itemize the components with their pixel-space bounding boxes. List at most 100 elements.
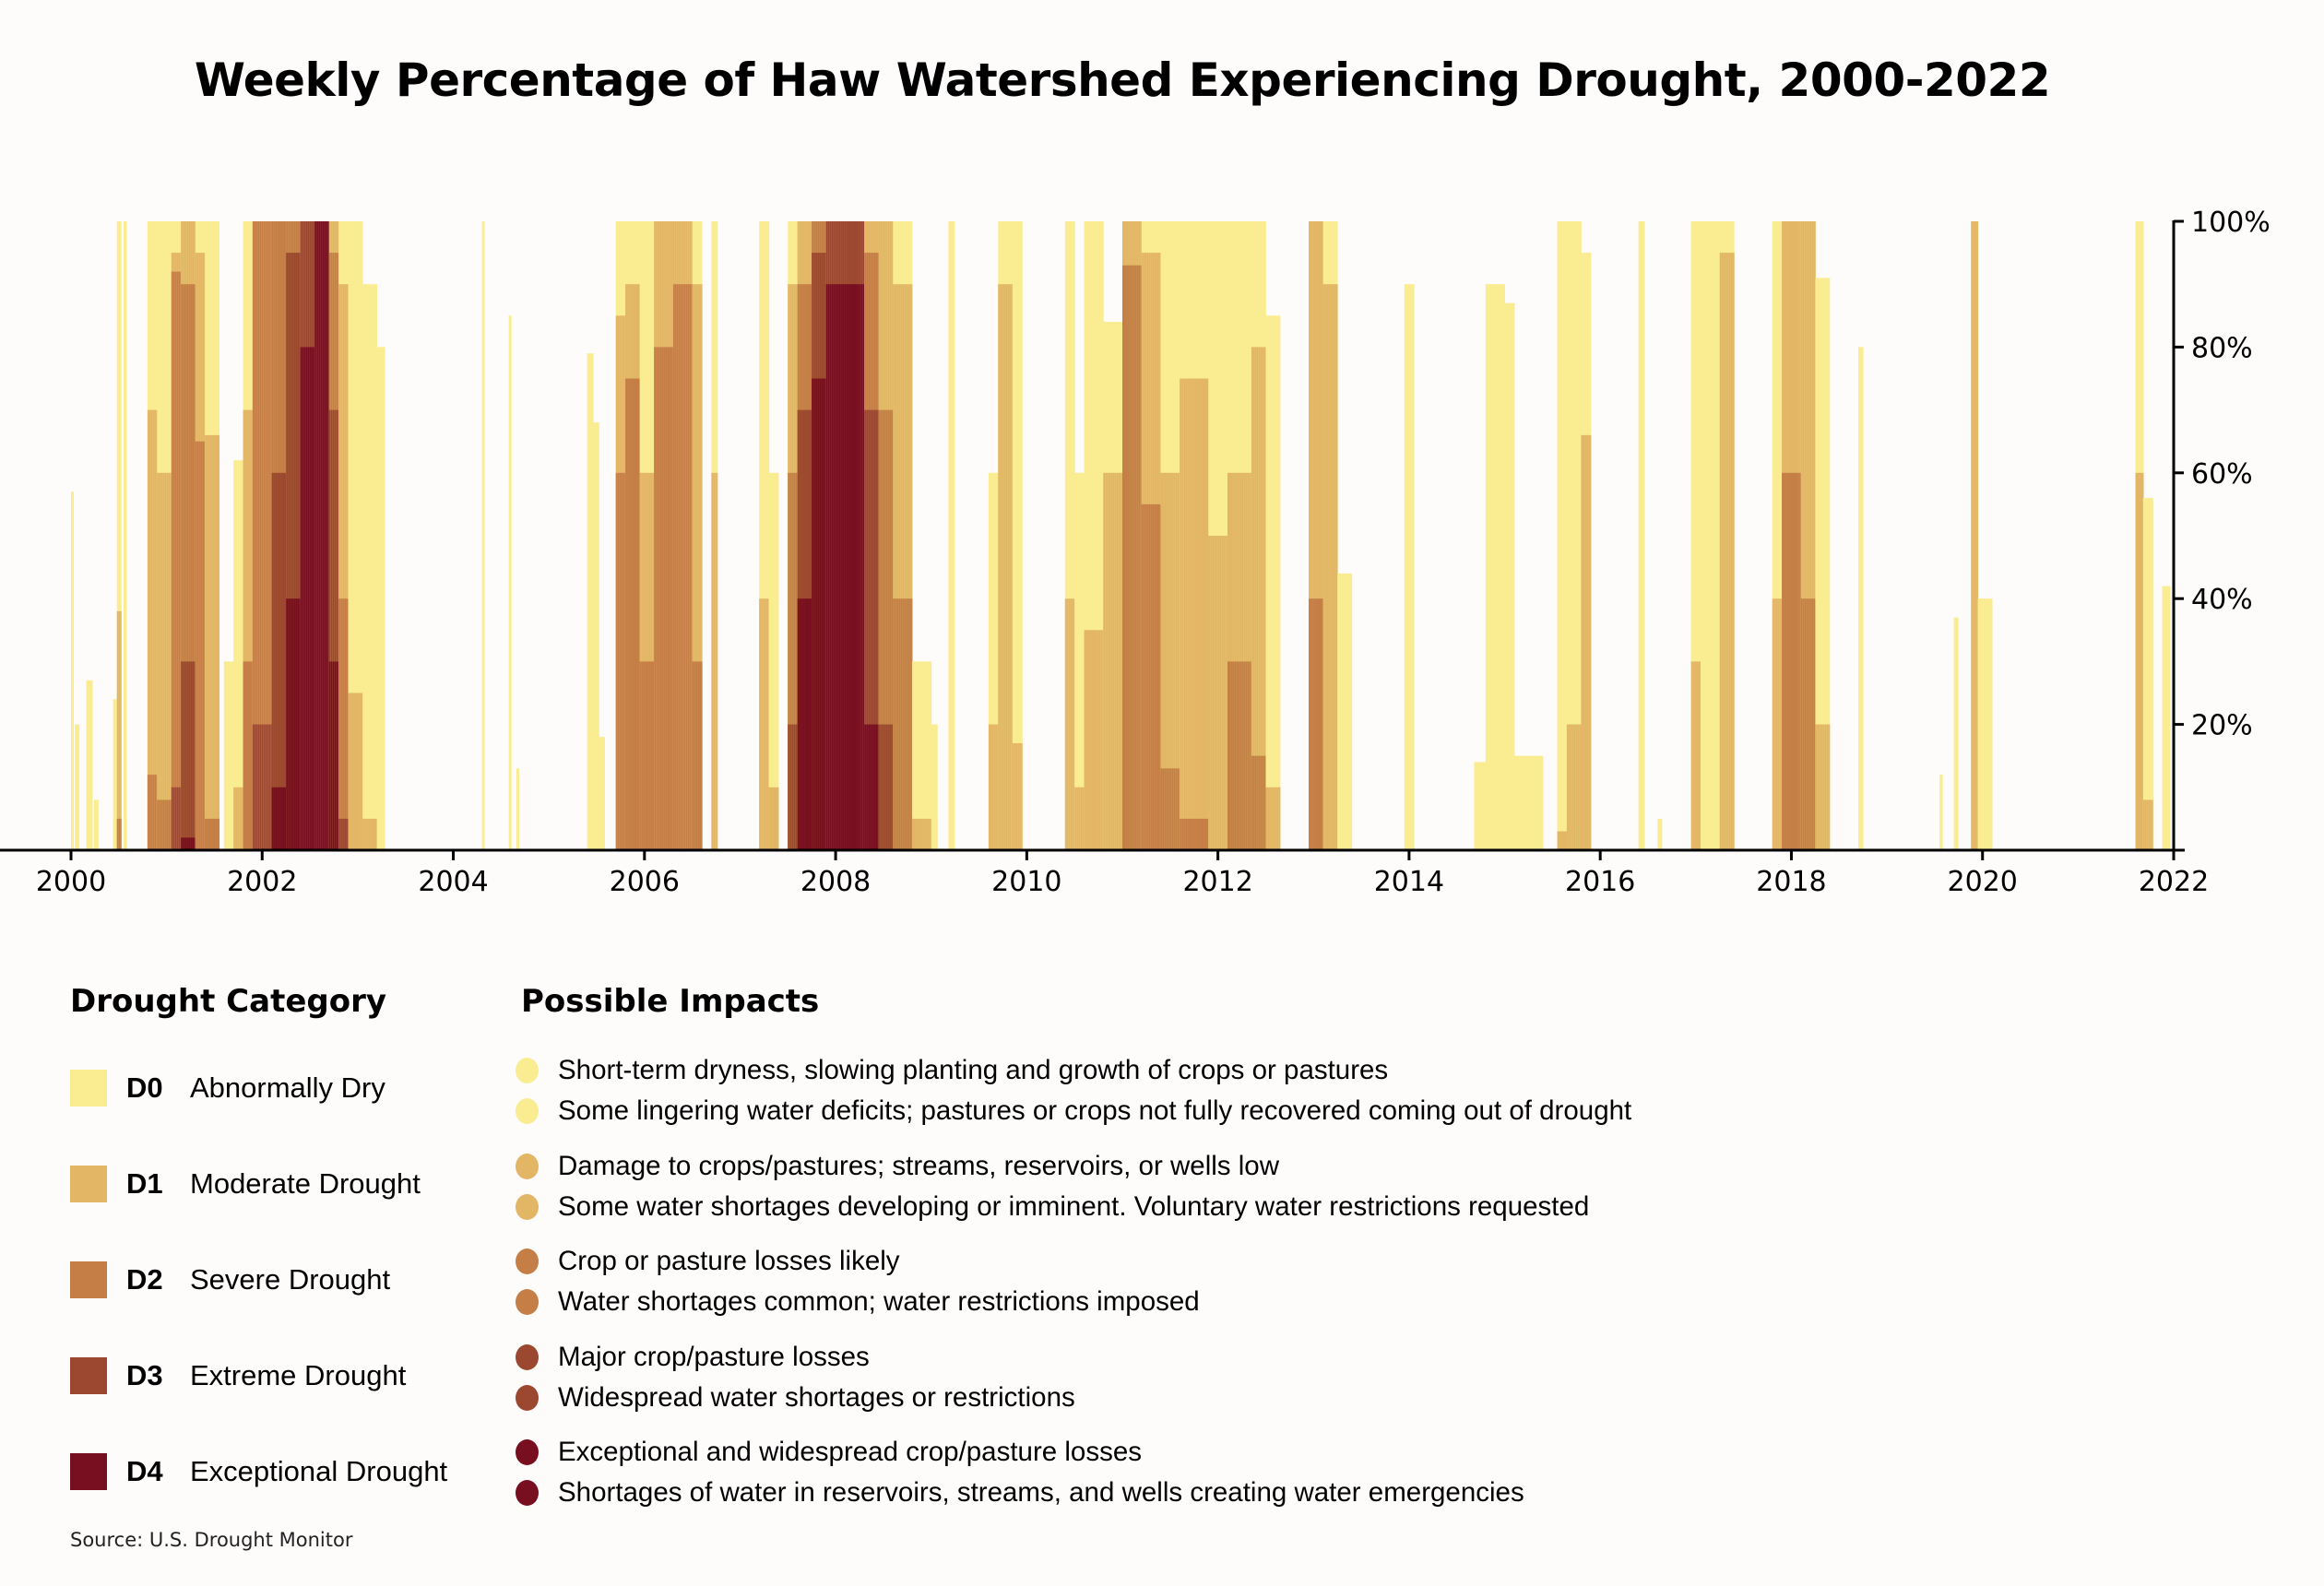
- bar-d1-seg37: [692, 284, 695, 850]
- bar-d3-seg17: [277, 472, 279, 850]
- bar-d1-seg7: [147, 409, 150, 850]
- bar-d1-seg8: [168, 472, 171, 850]
- bar-d1-seg8: [162, 472, 165, 850]
- bar-d3-seg18: [293, 253, 296, 851]
- bar-d1-seg61: [1183, 378, 1186, 850]
- bar-d2-seg33: [633, 378, 635, 850]
- bar-d3-seg17: [271, 472, 275, 850]
- bar-d2-seg34: [643, 661, 646, 850]
- bar-d4-seg17: [282, 787, 285, 850]
- bar-d2-seg35: [670, 347, 673, 850]
- bar-d0-seg24: [374, 284, 378, 850]
- y-tick-label: 20%: [2191, 710, 2253, 742]
- bar-d2-seg46: [880, 409, 883, 850]
- x-tick-label: 2010: [991, 866, 1061, 898]
- bar-d1-seg75: [1571, 724, 1575, 850]
- bar-d0-seg70: [1477, 762, 1480, 850]
- bar-d0-seg0: [71, 491, 74, 850]
- bar-d4-seg43: [821, 378, 824, 850]
- bar-d1-seg81: [1730, 253, 1734, 851]
- legend-item-d3: D3 Extreme Drought: [70, 1357, 406, 1394]
- bar-d3-seg22: [338, 818, 341, 850]
- bar-d1-seg84: [1808, 221, 1811, 850]
- bar-d2-seg61: [1181, 818, 1184, 850]
- bar-d0-seg85: [1824, 278, 1827, 850]
- bar-d2-seg22: [340, 598, 343, 850]
- bar-d4-seg10: [188, 837, 191, 850]
- bar-d1-seg37: [701, 284, 703, 850]
- bar-d1-seg67: [1335, 284, 1338, 850]
- bar-d1-seg62: [1217, 536, 1220, 850]
- bar-d2-seg36: [689, 284, 693, 850]
- bar-d3-seg45: [864, 409, 867, 850]
- bar-d0-seg13: [227, 661, 231, 850]
- bar-d1-seg60: [1177, 472, 1180, 850]
- bar-d0-seg53: [1019, 221, 1023, 850]
- bar-d2-seg63: [1228, 661, 1232, 850]
- possible-impacts-heading: Possible Impacts: [521, 983, 820, 1020]
- bar-d2-seg36: [691, 284, 694, 850]
- bar-d0-seg49: [931, 724, 934, 850]
- bar-d3-seg17: [280, 472, 283, 850]
- bar-d1-seg23: [359, 692, 362, 850]
- bar-d4-seg18: [299, 598, 302, 850]
- bar-d0-seg71: [1485, 284, 1488, 850]
- bar-d2-seg84: [1813, 598, 1816, 850]
- bar-d0-seg1: [77, 724, 79, 850]
- bar-d1-seg74: [1560, 831, 1563, 850]
- bar-d1-seg47: [898, 284, 901, 850]
- impact-item: Water shortages common; water restrictio…: [516, 1284, 1200, 1320]
- bar-d2-seg47: [895, 598, 897, 850]
- bar-d1-seg24: [362, 818, 365, 850]
- bar-d3-seg17: [282, 472, 285, 850]
- bar-d1-seg53: [1019, 743, 1023, 850]
- bar-d2-seg16: [270, 221, 273, 850]
- bar-d2-seg11: [200, 441, 204, 850]
- bar-d3-seg45: [875, 409, 878, 850]
- bar-d4-seg10: [186, 837, 189, 850]
- bar-d2-seg58: [1134, 265, 1138, 850]
- bullet-dot-icon: [516, 1385, 539, 1411]
- bar-d4-seg42: [806, 598, 809, 850]
- bar-d0-seg65: [1271, 315, 1274, 850]
- bar-d1-seg64: [1251, 347, 1254, 850]
- bar-d4-seg42: [802, 598, 805, 850]
- bar-d1-seg48: [913, 818, 917, 850]
- bar-d0-seg90: [1979, 598, 1982, 850]
- bar-d0-seg51: [993, 472, 997, 850]
- bar-d0-seg13: [229, 661, 232, 850]
- bar-d1-seg81: [1732, 253, 1735, 851]
- bar-d1-seg60: [1166, 472, 1168, 850]
- bar-d1-seg61: [1187, 378, 1190, 850]
- bar-d1-seg40: [777, 787, 779, 850]
- bar-d1-seg65: [1276, 787, 1279, 850]
- bar-d1-seg56: [1095, 630, 1097, 850]
- bar-d0-seg2: [89, 680, 92, 850]
- bar-d0-seg68: [1346, 573, 1349, 850]
- bar-d1-seg60: [1160, 472, 1163, 850]
- bar-d0-seg75: [1573, 221, 1577, 850]
- bar-d4-seg18: [290, 598, 292, 850]
- bar-d0-seg86: [1859, 347, 1863, 850]
- bar-d1-seg51: [990, 724, 993, 850]
- bar-d0-seg51: [991, 472, 995, 850]
- bar-d1-seg37: [697, 284, 700, 850]
- bar-d2-seg9: [174, 271, 178, 850]
- bar-d4-seg19: [309, 347, 313, 850]
- bar-d1-seg53: [1017, 743, 1021, 850]
- bar-d4-seg44: [862, 284, 865, 850]
- x-tick-label: 2002: [227, 866, 297, 898]
- bar-d2-seg12: [216, 818, 219, 850]
- bar-d4-seg43: [824, 378, 827, 850]
- legend-item-d4: D4 Exceptional Drought: [70, 1453, 447, 1490]
- bar-d4-seg17: [275, 787, 278, 850]
- bar-d0-seg4: [113, 699, 115, 850]
- bar-d4-seg17: [279, 787, 281, 850]
- bar-d1-seg7: [148, 409, 152, 850]
- legend-label: Severe Drought: [190, 1263, 391, 1296]
- bar-d1-seg89: [1971, 221, 1974, 850]
- bar-d4-seg10: [181, 837, 184, 850]
- bar-d3-seg10: [186, 661, 189, 850]
- bar-d1-seg39: [763, 598, 765, 850]
- bar-d1-seg12: [205, 434, 208, 850]
